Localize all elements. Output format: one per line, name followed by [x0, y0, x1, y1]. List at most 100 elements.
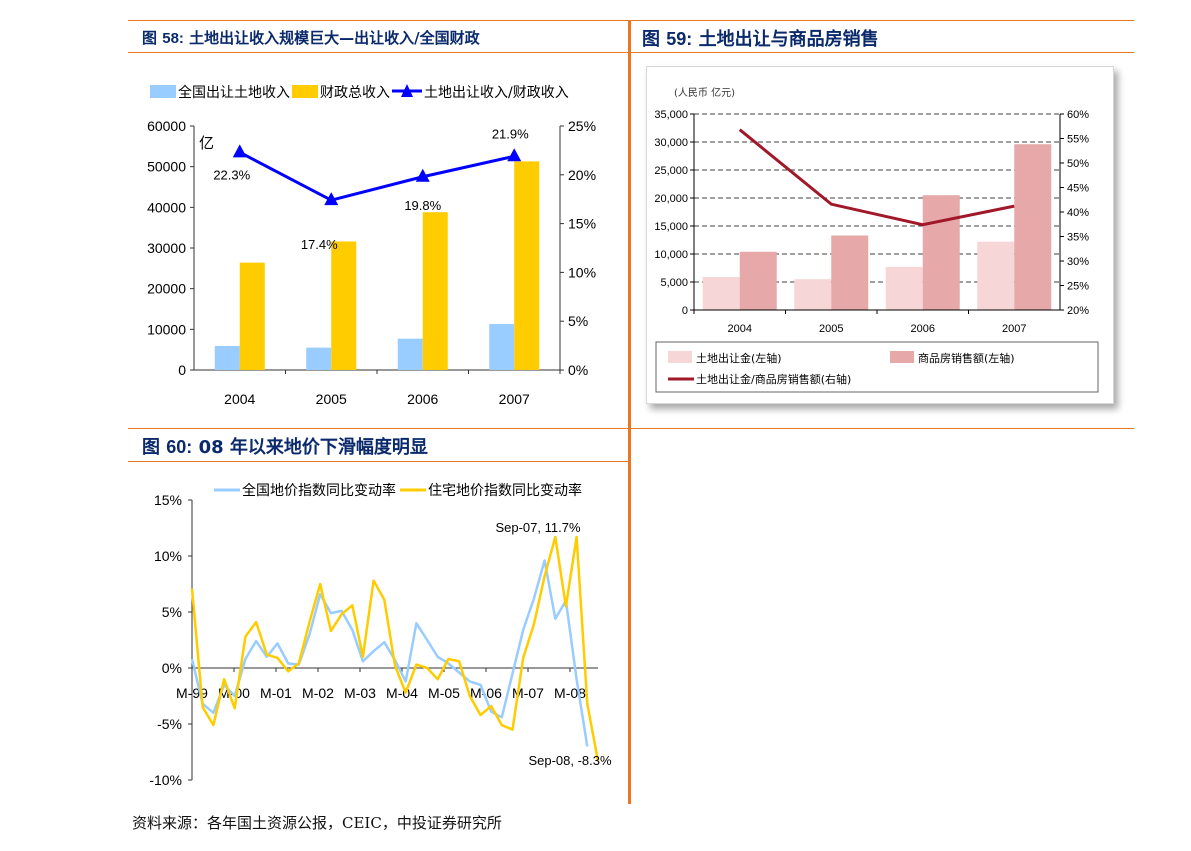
source-note: 资料来源：各年国土资源公报，CEIC，中投证券研究所: [132, 814, 502, 832]
fig58-data-label: 21.9%: [492, 126, 529, 141]
fig60-title-num: 60:: [166, 437, 193, 457]
fig59-title-text: 土地出让与商品房销售: [698, 29, 879, 50]
fig59-y2-tick-label: 30%: [1067, 256, 1089, 268]
fig59-bar-sales: [922, 195, 960, 310]
fig59-y2-tick-label: 25%: [1067, 281, 1089, 293]
fig58-title-text: 土地出让收入规模巨大—出让收入/全国财政: [189, 29, 480, 47]
fig60-y-tick-label: 10%: [154, 548, 182, 564]
fig60-annotation: Sep-08, -8.3%: [528, 753, 612, 768]
fig58-x-tick-label: 2007: [499, 391, 530, 407]
fig58-y2-tick-label: 10%: [568, 264, 596, 280]
fig58-legend-label: 全国出让土地收入: [178, 84, 290, 101]
fig58-y-tick-label: 50000: [147, 159, 186, 175]
fig58-data-label: 19.8%: [404, 198, 441, 213]
fig59-bar-sales: [831, 235, 869, 310]
title-rule-right: [631, 52, 1134, 53]
fig59-legend-label: 土地出让金(左轴): [696, 351, 782, 365]
fig58-bar-land: [306, 347, 332, 370]
fig58-legend-swatch: [292, 85, 318, 98]
fig58-bar-fiscal: [331, 241, 357, 370]
fig59-y2-tick-label: 35%: [1067, 232, 1089, 244]
fig60-title: 图 60: 08 年以来地价下滑幅度明显: [142, 433, 428, 459]
fig60-x-tick-label: M-03: [344, 685, 376, 701]
fig58-data-label: 22.3%: [213, 167, 250, 182]
fig59-x-tick-label: 2005: [819, 323, 843, 335]
fig58-legend-marker: [401, 84, 413, 97]
fig59-title: 图 59: 土地出让与商品房销售: [642, 25, 879, 51]
fig58-bar-fiscal: [514, 161, 540, 370]
fig59-y-tick-label: 0: [682, 305, 688, 317]
fig59-legend-label: 土地出让金/商品房销售额(右轴): [696, 372, 851, 386]
fig58-unit-label: 亿: [199, 134, 214, 152]
fig59-y2-tick-label: 40%: [1067, 207, 1089, 219]
fig59-y-tick-label: 5,000: [660, 277, 688, 289]
fig60-y-tick-label: 0%: [162, 660, 182, 676]
fig59-y2-tick-label: 50%: [1067, 158, 1089, 170]
fig59-y-tick-label: 30,000: [654, 137, 688, 149]
fig58-y2-tick-label: 15%: [568, 216, 596, 232]
fig58-bar-fiscal: [239, 262, 265, 370]
fig60-x-tick-label: M-04: [386, 685, 418, 701]
fig59-bar-land-fee: [702, 276, 740, 310]
fig59-bar-sales: [739, 251, 777, 310]
fig59-y-tick-label: 10,000: [654, 249, 688, 261]
fig58-title: 图 58: 土地出让收入规模巨大—出让收入/全国财政: [142, 27, 480, 48]
fig58-y-tick-label: 10000: [147, 321, 186, 337]
fig59-y2-tick-label: 45%: [1067, 183, 1089, 195]
vertical-divider: [628, 20, 631, 804]
fig60-x-tick-label: M-08: [554, 685, 586, 701]
fig60-y-tick-label: -5%: [157, 716, 182, 732]
fig59-y-tick-label: 25,000: [654, 165, 688, 177]
fig59-unit-label: (人民币 亿元): [674, 86, 735, 99]
fig60-x-tick-label: M-02: [302, 685, 334, 701]
fig58-y2-tick-label: 5%: [568, 313, 588, 329]
fig59-ratio-line: [738, 128, 1015, 227]
fig58-legend-swatch: [150, 85, 176, 98]
fig59-y-tick-label: 15,000: [654, 221, 688, 233]
fig58-y-tick-label: 60000: [147, 118, 186, 134]
fig58-bar-fiscal: [422, 212, 448, 370]
fig60-legend-label: 全国地价指数同比变动率: [242, 482, 396, 499]
fig58-ratio-point: [415, 168, 430, 182]
fig58-y-tick-label: 20000: [147, 281, 186, 297]
fig60-legend-label: 住宅地价指数同比变动率: [428, 482, 582, 499]
fig59-title-prefix: 图: [642, 29, 660, 50]
fig58-legend-label: 财政总收入: [320, 85, 390, 101]
fig58-x-tick-label: 2006: [407, 391, 438, 407]
mid-rule-left: [128, 428, 628, 429]
fig60-x-tick-label: M-05: [428, 685, 460, 701]
fig60-y-tick-label: -10%: [149, 772, 182, 788]
fig60-x-tick-label: M-06: [470, 685, 502, 701]
fig59-bar-land-fee: [977, 241, 1015, 310]
fig58-y-tick-label: 40000: [147, 199, 186, 215]
fig59-x-tick-label: 2004: [728, 323, 752, 335]
fig58-bar-land: [397, 338, 423, 370]
fig60-residential-land-price-line: [190, 535, 600, 762]
fig58-ratio-point: [507, 148, 522, 162]
fig60-title-text: 08 年以来地价下滑幅度明显: [198, 437, 428, 458]
fig59-chart: (人民币 亿元) 0 5,000 10,000 15,000 20,000 25,000 30…: [654, 86, 1099, 393]
fig60-x-tick-label: M-01: [260, 685, 292, 701]
fig58-bar-land: [489, 324, 515, 370]
fig58-data-label: 17.4%: [301, 237, 338, 252]
fig59-legend-label: 商品房销售额(左轴): [918, 351, 1015, 365]
fig58-title-prefix: 图: [142, 29, 158, 47]
fig58-y-tick-label: 30000: [147, 240, 186, 256]
fig59-title-num: 59:: [666, 29, 693, 49]
fig60-x-tick-label: M-99: [176, 685, 208, 701]
fig60-chart: -10% -5% 0% 5% 10% 15% M-99 M-00 M-01 M-02 M-03 M-0…: [149, 482, 612, 788]
fig58-title-num: 58:: [162, 30, 184, 47]
fig58-chart: 0 10000 20000 30000 40000 50000 60000 0% 5% 10% 15…: [147, 84, 596, 407]
fig59-bar-land-fee: [885, 266, 923, 310]
fig58-ratio-point: [324, 192, 339, 206]
fig59-y2-tick-label: 60%: [1067, 109, 1089, 121]
title-rule-left: [128, 52, 628, 53]
fig60-x-tick-label: M-00: [218, 685, 250, 701]
fig60-title-prefix: 图: [142, 437, 160, 458]
mid-rule-right: [631, 428, 1134, 429]
fig59-x-tick-label: 2006: [911, 323, 935, 335]
fig60-national-land-price-line: [190, 559, 589, 747]
fig58-y2-tick-label: 25%: [568, 118, 596, 134]
fig60-y-tick-label: 15%: [154, 492, 182, 508]
fig58-y2-tick-label: 0%: [568, 362, 588, 378]
